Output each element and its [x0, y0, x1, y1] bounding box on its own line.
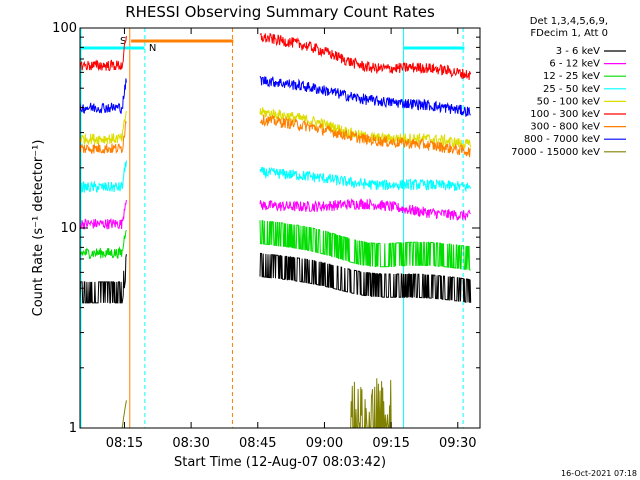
x-tick-label: 09:00 — [306, 436, 343, 451]
series-trace-before — [79, 199, 127, 230]
legend-header-line: Det 1,3,4,5,6,9, — [530, 16, 608, 27]
series-trace-after — [259, 220, 471, 271]
series-trace-before — [79, 254, 127, 304]
series-trace-before — [79, 35, 127, 72]
series-trace-after — [259, 32, 472, 81]
legend: Det 1,3,4,5,6,9,FDecim 1, Att 0 3 - 6 keV… — [511, 16, 626, 158]
legend-label: 300 - 800 keV — [530, 122, 600, 133]
series-trace-before — [79, 111, 127, 146]
flag-label-s: S — [120, 36, 126, 47]
x-tick-label: 08:30 — [172, 436, 209, 451]
y-tick-label: 1 — [69, 421, 77, 436]
series-trace-before — [79, 78, 127, 115]
series-0 — [79, 252, 472, 304]
y-axis: 1 10 100 — [52, 21, 480, 436]
legend-header-line: FDecim 1, Att 0 — [530, 28, 608, 39]
legend-label: 800 - 7000 keV — [524, 134, 600, 145]
series-6 — [79, 114, 472, 158]
x-tick-label: 09:15 — [372, 436, 409, 451]
x-tick-label: 08:15 — [106, 436, 143, 451]
series-trace-after — [259, 197, 471, 221]
series-trace-before — [79, 229, 127, 260]
series-trace-before — [80, 400, 127, 429]
x-tick-label: 09:30 — [439, 436, 476, 451]
series-trace-after — [259, 75, 471, 117]
series-1 — [79, 197, 471, 230]
series-trace-before — [79, 120, 127, 155]
legend-label: 25 - 50 keV — [543, 84, 600, 95]
flag-label-n: N — [149, 43, 156, 54]
series-8 — [80, 378, 471, 430]
x-tick-label: 08:45 — [239, 436, 276, 451]
series-5 — [79, 32, 472, 81]
series-trace-after — [259, 114, 472, 158]
series-7 — [79, 75, 471, 117]
series-trace-before — [79, 160, 127, 193]
series-trace-after — [259, 252, 472, 303]
series-3 — [79, 160, 472, 193]
series-trace-after — [260, 378, 471, 430]
legend-label: 3 - 6 keV — [556, 46, 600, 57]
legend-label: 7000 - 15000 keV — [511, 147, 600, 158]
timestamp: 16-Oct-2021 07:18 — [561, 469, 637, 478]
legend-label: 12 - 25 keV — [543, 71, 600, 82]
y-tick-label: 100 — [52, 21, 77, 36]
series-trace-after — [259, 166, 472, 193]
legend-label: 50 - 100 keV — [537, 96, 601, 107]
y-axis-label: Count Rate (s⁻¹ detector⁻¹) — [31, 140, 46, 317]
series-2 — [79, 220, 471, 271]
legend-label: 6 - 12 keV — [549, 59, 600, 70]
series-trace-after — [259, 107, 472, 149]
series-4 — [79, 107, 472, 149]
legend-label: 100 - 300 keV — [530, 109, 600, 120]
x-axis: 08:15 08:30 08:45 09:00 09:15 09:30 — [106, 28, 477, 451]
y-tick-label: 10 — [60, 221, 77, 236]
x-axis-label: Start Time (12-Aug-07 08:03:42) — [174, 455, 386, 470]
chart-title: RHESSI Observing Summary Count Rates — [125, 3, 435, 21]
plot-area: SN — [79, 28, 472, 430]
